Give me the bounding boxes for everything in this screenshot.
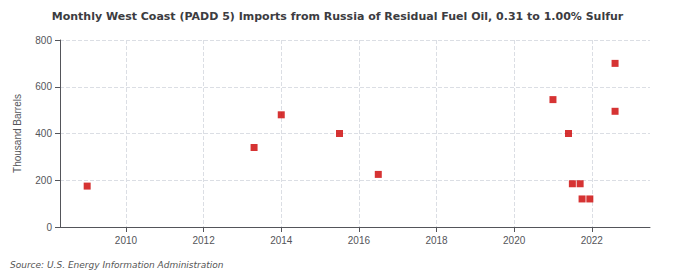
svg-text:0: 0 [46,222,52,233]
svg-text:2018: 2018 [425,235,448,246]
svg-text:2012: 2012 [192,235,215,246]
svg-text:Thousand Barrels: Thousand Barrels [12,94,23,173]
svg-text:400: 400 [35,128,52,139]
svg-text:Source: U.S. Energy Informatio: Source: U.S. Energy Information Administ… [10,260,224,270]
svg-text:600: 600 [35,81,52,92]
svg-text:2010: 2010 [115,235,138,246]
svg-text:200: 200 [35,175,52,186]
svg-text:2016: 2016 [348,235,371,246]
svg-text:2022: 2022 [581,235,604,246]
svg-text:Monthly West Coast (PADD 5) Im: Monthly West Coast (PADD 5) Imports from… [52,10,624,23]
svg-text:800: 800 [35,35,52,46]
svg-text:2020: 2020 [503,235,526,246]
svg-text:2014: 2014 [270,235,293,246]
